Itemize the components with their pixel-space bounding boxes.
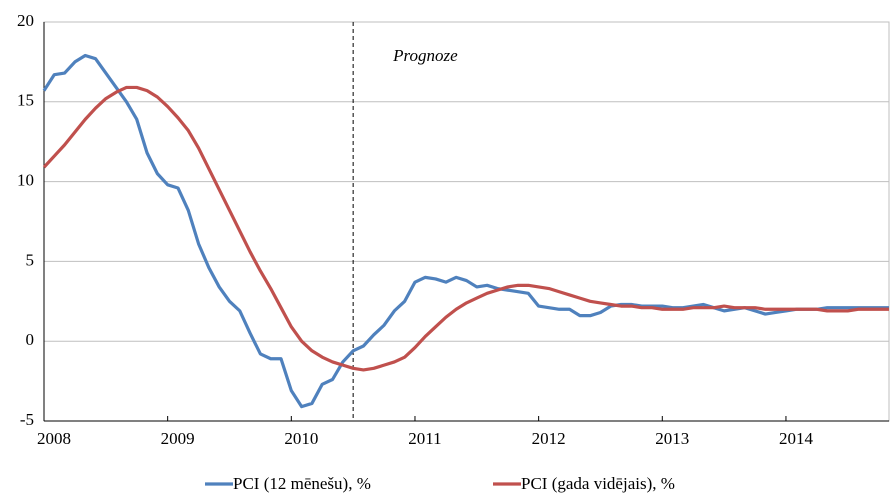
annotation: Prognoze [392, 46, 458, 65]
x-tick-label: 2011 [408, 429, 441, 448]
y-tick-label: -5 [20, 410, 34, 429]
x-tick-label: 2013 [655, 429, 689, 448]
y-tick-label: 20 [17, 11, 34, 30]
x-tick-label: 2009 [161, 429, 195, 448]
x-tick-label: 2008 [37, 429, 71, 448]
x-tick-label: 2012 [532, 429, 566, 448]
plot-frame [43, 21, 890, 422]
legend-label: PCI (12 mēnešu), % [233, 474, 371, 493]
x-tick-label: 2014 [779, 429, 814, 448]
y-tick-label: 0 [26, 330, 35, 349]
legend-label: PCI (gada vidējais), % [521, 474, 675, 493]
y-tick-label: 10 [17, 171, 34, 190]
x-tick-label: 2010 [284, 429, 318, 448]
y-tick-label: 15 [17, 91, 34, 110]
series-line [42, 85, 889, 372]
y-tick-label: 5 [26, 250, 35, 269]
